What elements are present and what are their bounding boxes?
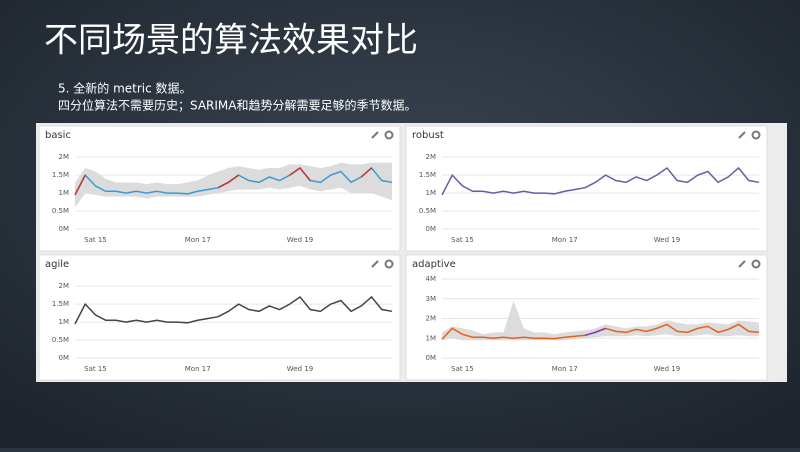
series-line bbox=[74, 295, 393, 325]
slide-line: 5. 全新的 metric 数据。 bbox=[58, 81, 192, 96]
x-tick-label: Sat 15 bbox=[451, 365, 474, 373]
y-tick-label: 1M bbox=[426, 189, 437, 197]
y-tick-label: 1M bbox=[59, 189, 70, 197]
x-tick-label: Sat 15 bbox=[84, 236, 107, 244]
panel-title: agile bbox=[45, 259, 69, 270]
x-tick-label: Mon 17 bbox=[185, 365, 211, 373]
panel-title: robust bbox=[412, 130, 444, 141]
x-tick-label: Wed 19 bbox=[654, 365, 680, 373]
series-line bbox=[441, 166, 760, 196]
x-tick-label: Wed 19 bbox=[287, 365, 313, 373]
panel bbox=[405, 254, 768, 381]
x-tick-label: Mon 17 bbox=[552, 365, 578, 373]
panel-title: basic bbox=[45, 130, 71, 141]
settings-icon[interactable] bbox=[751, 130, 761, 140]
panel-title: adaptive bbox=[412, 259, 456, 270]
y-tick-label: 0M bbox=[426, 354, 437, 362]
y-tick-label: 3M bbox=[426, 295, 437, 303]
edit-icon[interactable] bbox=[738, 131, 746, 139]
edit-icon[interactable] bbox=[371, 260, 379, 268]
edit-icon[interactable] bbox=[738, 260, 746, 268]
y-tick-label: 2M bbox=[59, 282, 70, 290]
y-tick-label: 1.5M bbox=[419, 171, 436, 179]
y-tick-label: 0.5M bbox=[419, 207, 436, 215]
edit-icon[interactable] bbox=[371, 131, 379, 139]
y-tick-label: 1.5M bbox=[52, 171, 69, 179]
y-tick-label: 2M bbox=[426, 153, 437, 161]
y-tick-label: 0M bbox=[59, 354, 70, 362]
y-tick-label: 4M bbox=[426, 275, 437, 283]
x-tick-label: Mon 17 bbox=[552, 236, 578, 244]
y-tick-label: 2M bbox=[426, 315, 437, 323]
y-tick-label: 0M bbox=[426, 225, 437, 233]
series-line bbox=[584, 327, 606, 337]
forecast-band bbox=[75, 162, 392, 208]
settings-icon[interactable] bbox=[384, 259, 394, 269]
x-tick-label: Wed 19 bbox=[287, 236, 313, 244]
settings-icon[interactable] bbox=[384, 130, 394, 140]
x-tick-label: Sat 15 bbox=[451, 236, 474, 244]
slide-line: 四分位算法不需要历史；SARIMA和趋势分解需要足够的季节数据。 bbox=[58, 98, 417, 113]
slide-title: 不同场景的算法效果对比 bbox=[44, 21, 418, 61]
y-tick-label: 0.5M bbox=[52, 336, 69, 344]
y-tick-label: 1M bbox=[59, 318, 70, 326]
settings-icon[interactable] bbox=[751, 259, 761, 269]
y-tick-label: 0.5M bbox=[52, 207, 69, 215]
y-tick-label: 2M bbox=[59, 153, 70, 161]
series-line bbox=[74, 166, 373, 196]
x-tick-label: Sat 15 bbox=[84, 365, 107, 373]
y-tick-label: 1.5M bbox=[52, 300, 69, 308]
y-tick-label: 0M bbox=[59, 225, 70, 233]
x-tick-label: Mon 17 bbox=[185, 236, 211, 244]
panel bbox=[38, 254, 401, 381]
forecast-band bbox=[442, 300, 759, 341]
x-tick-label: Wed 19 bbox=[654, 236, 680, 244]
y-tick-label: 1M bbox=[426, 334, 437, 342]
panel bbox=[405, 125, 768, 252]
